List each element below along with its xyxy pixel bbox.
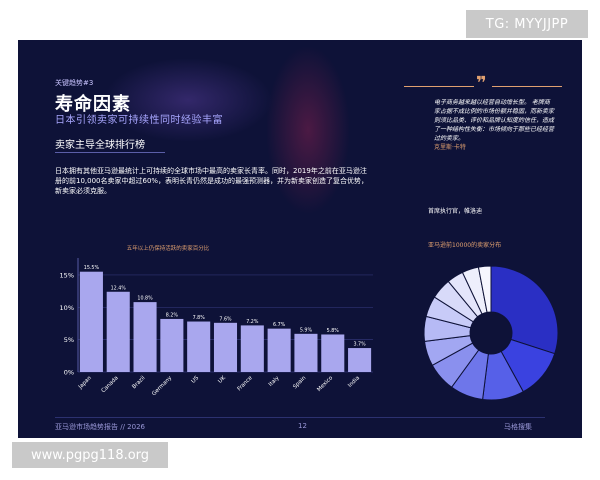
bar-value-label: 7.2% <box>246 319 259 325</box>
section-title: 卖家主导全球排行榜 <box>55 140 145 151</box>
bar-value-label: 6.7% <box>273 322 286 328</box>
quote-rule-left <box>404 86 474 87</box>
bar-value-label: 5.9% <box>300 327 313 333</box>
bar <box>79 271 103 372</box>
quote-icon: ❞ <box>476 73 487 94</box>
y-tick-label: 10% <box>60 304 74 312</box>
bar <box>187 321 211 372</box>
watermark-bottom: www.pgpg118.org <box>12 442 168 468</box>
bar-value-label: 10.8% <box>137 296 153 302</box>
quote-author-title: 首席执行官，帷洛迪 <box>428 208 483 215</box>
y-tick-label: 15% <box>60 271 74 279</box>
bar-value-label: 12.4% <box>111 285 127 291</box>
y-tick-label: 0% <box>64 369 74 377</box>
bar-value-label: 5.8% <box>327 328 340 334</box>
bar-value-label: 8.2% <box>166 312 179 318</box>
bar-value-label: 7.6% <box>219 316 232 322</box>
donut-slice <box>477 265 492 313</box>
footer-divider <box>55 417 545 418</box>
report-page: 关键趋势#3 寿命因素 日本引领卖家可持续性同时经验丰富 卖家主导全球排行榜 日… <box>18 40 582 438</box>
x-tick-label: US <box>191 375 201 385</box>
donut-hole <box>471 313 511 353</box>
trend-kicker: 关键趋势#3 <box>55 79 94 87</box>
section-divider <box>55 152 165 153</box>
footer-report-name: 亚马逊市场趋势报告 // 2026 <box>55 423 145 431</box>
quote-rule-right <box>492 86 562 87</box>
y-tick-label: 5% <box>64 336 74 344</box>
bar <box>133 302 157 372</box>
bar <box>321 334 345 372</box>
quote-author: 克里斯·卡特 <box>434 144 466 151</box>
donut-chart-title: 亚马逊前10000的卖家分布 <box>428 242 502 249</box>
bar-value-label: 7.8% <box>193 315 206 321</box>
bar <box>106 291 130 372</box>
quote-text: 电子商务越来越以经营自动增长型。 老牌商家占据不成比例的市场份额并稳固，而新卖家… <box>434 99 555 142</box>
donut-slice <box>490 265 559 355</box>
bar <box>160 318 184 372</box>
x-tick-label: UK <box>217 375 227 385</box>
bar <box>348 348 372 372</box>
bar-value-label: 3.7% <box>353 342 366 348</box>
bar <box>240 325 264 372</box>
body-paragraph: 日本拥有其他亚马逊最统计上可持续的全球市场中最高的卖家长青率。同时，2019年之… <box>55 167 369 195</box>
donut-chart <box>423 265 559 401</box>
footer-source: 马格搜集 <box>504 423 532 431</box>
bar <box>267 328 291 372</box>
bar-chart-title: 五年以上仍保持活跃的卖家百分比 <box>127 244 210 252</box>
page-subtitle: 日本引领卖家可持续性同时经验丰富 <box>55 115 223 126</box>
bar <box>294 333 318 372</box>
bar-value-label: 15.5% <box>84 265 100 271</box>
page-title: 寿命因素 <box>55 94 131 115</box>
watermark-top: TG: MYYJJPP <box>466 10 588 38</box>
bar-chart: 五年以上仍保持活跃的卖家百分比0%5%10%15%15.5%Japan12.4%… <box>60 244 373 397</box>
bar <box>213 322 238 372</box>
page-number: 12 <box>298 422 307 430</box>
